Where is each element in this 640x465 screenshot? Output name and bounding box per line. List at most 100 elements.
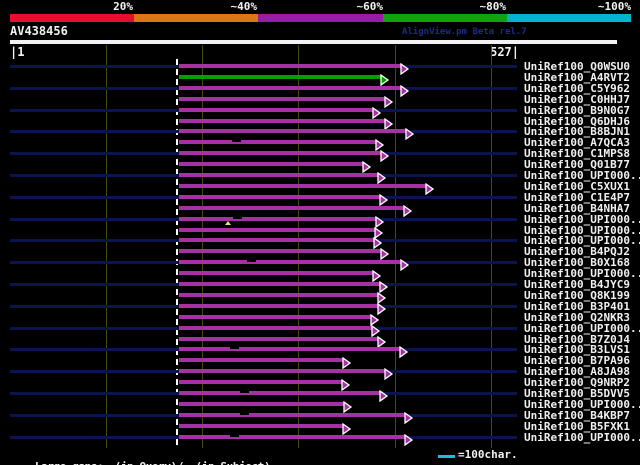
hit-coverage-line[interactable] [179, 217, 377, 221]
hit-arrowhead-icon [384, 93, 394, 109]
hit-label[interactable]: UniRef100_B3P401 [524, 300, 630, 313]
hit-coverage-line[interactable] [179, 162, 364, 166]
hit-coverage-line[interactable] [179, 347, 401, 351]
hit-arrowhead-icon [405, 125, 415, 141]
hit-coverage-line[interactable] [179, 97, 386, 101]
hit-arrowhead-icon [370, 311, 380, 327]
hit-coverage-line[interactable] [179, 369, 386, 373]
hit-label[interactable]: UniRef100_UPI000.. [524, 431, 640, 444]
hit-label[interactable]: UniRef100_UPI000.. [524, 234, 640, 247]
hit-coverage-line[interactable] [179, 249, 382, 253]
hit-coverage-line[interactable] [179, 260, 402, 264]
hit-label[interactable]: UniRef100_C5XUX1 [524, 180, 630, 193]
hit-coverage-line[interactable] [179, 315, 372, 319]
hit-coverage-line[interactable] [179, 271, 374, 275]
hit-coverage-line[interactable] [179, 119, 386, 123]
hit-label[interactable]: UniRef100_UPI000.. [524, 322, 640, 335]
hit-label[interactable]: UniRef100_B0X168 [524, 256, 630, 269]
hit-label[interactable]: UniRef100_UPI000.. [524, 267, 640, 280]
subject-gap-marker [240, 412, 249, 415]
hit-label[interactable]: UniRef100_B5FXK1 [524, 420, 630, 433]
hit-coverage-line[interactable] [179, 184, 427, 188]
hit-coverage-line[interactable] [179, 380, 343, 384]
hit-label[interactable]: UniRef100_B5DVV5 [524, 387, 630, 400]
hit-label[interactable]: UniRef100_Q8K199 [524, 289, 630, 302]
hit-arrowhead-icon [373, 234, 383, 250]
hit-label[interactable]: UniRef100_B8BJN1 [524, 125, 630, 138]
hit-coverage-line[interactable] [179, 173, 379, 177]
hit-label[interactable]: UniRef100_B3LVS1 [524, 343, 630, 356]
hit-arrowhead-icon [375, 136, 385, 152]
hit-label[interactable]: UniRef100_B7Z0J4 [524, 333, 630, 346]
hit-arrowhead-icon [380, 147, 390, 163]
hit-arrowhead-icon [377, 333, 387, 349]
hit-label[interactable]: UniRef100_Q01B77 [524, 158, 630, 171]
hit-arrowhead-icon [400, 256, 410, 272]
hit-arrowhead-icon [372, 104, 382, 120]
residue-tick-100 [106, 45, 107, 448]
hit-coverage-line[interactable] [179, 337, 379, 341]
hit-arrowhead-icon [375, 213, 385, 229]
hit-coverage-line[interactable] [179, 64, 402, 68]
hit-coverage-line[interactable] [179, 402, 345, 406]
identity-scale-label: 20% [113, 0, 133, 13]
hit-arrowhead-icon [377, 300, 387, 316]
hit-coverage-line[interactable] [179, 391, 381, 395]
hit-coverage-line[interactable] [179, 151, 382, 155]
hit-coverage-line[interactable] [179, 304, 379, 308]
hit-coverage-line[interactable] [179, 293, 379, 297]
hit-arrowhead-icon [377, 169, 387, 185]
hit-coverage-line[interactable] [179, 326, 373, 330]
hit-label[interactable]: UniRef100_UPI000.. [524, 213, 640, 226]
gaps-legend-suffix: (in Subject) [189, 460, 271, 465]
hit-label[interactable]: UniRef100_A4RVT2 [524, 71, 630, 84]
subject-gap-marker [232, 139, 241, 142]
hit-arrowhead-icon [341, 376, 351, 392]
query-id: AV438456 [10, 24, 68, 38]
hit-arrowhead-icon [377, 289, 387, 305]
hit-label[interactable]: UniRef100_B7PA96 [524, 354, 630, 367]
hit-arrowhead-icon [362, 158, 372, 174]
hit-coverage-line[interactable] [179, 435, 406, 439]
hit-coverage-line[interactable] [179, 206, 405, 210]
hit-coverage-line[interactable] [179, 108, 374, 112]
query-ruler-bar [10, 40, 617, 44]
gaps-legend: Large gaps: ▲(in Query)/- (in Subject) [10, 449, 271, 465]
hit-label[interactable]: UniRef100_Q0WSU0 [524, 60, 630, 73]
hit-coverage-line[interactable] [179, 413, 406, 417]
hit-arrowhead-icon [379, 278, 389, 294]
hit-arrowhead-icon [342, 354, 352, 370]
hit-label[interactable]: UniRef100_B4PQJ2 [524, 245, 630, 258]
hit-label[interactable]: UniRef100_A7QCA3 [524, 136, 630, 149]
hit-coverage-line[interactable] [179, 129, 407, 133]
hit-label[interactable]: UniRef100_UPI000.. [524, 224, 640, 237]
hit-label[interactable]: UniRef100_B4KBP7 [524, 409, 630, 422]
hit-coverage-line[interactable] [179, 140, 377, 144]
hit-label[interactable]: UniRef100_B4NHA7 [524, 202, 630, 215]
hit-label[interactable]: UniRef100_A8JA98 [524, 365, 630, 378]
hit-coverage-line[interactable] [179, 75, 382, 79]
hit-coverage-line[interactable] [179, 238, 375, 242]
hit-coverage-line[interactable] [179, 86, 402, 90]
hit-label[interactable]: UniRef100_B9N0G7 [524, 104, 630, 117]
hit-label[interactable]: UniRef100_C5Y962 [524, 82, 630, 95]
hit-arrowhead-icon [404, 431, 414, 447]
hit-coverage-line[interactable] [179, 424, 344, 428]
identity-scale-segment [382, 14, 507, 22]
hit-coverage-line[interactable] [179, 195, 381, 199]
hit-coverage-line[interactable] [179, 282, 381, 286]
hit-label[interactable]: UniRef100_Q2NKR3 [524, 311, 630, 324]
hit-label[interactable]: UniRef100_UPI000.. [524, 169, 640, 182]
hit-label[interactable]: UniRef100_C0HHJ7 [524, 93, 630, 106]
hit-coverage-line[interactable] [179, 358, 344, 362]
hit-label[interactable]: UniRef100_C1E4P7 [524, 191, 630, 204]
hit-label[interactable]: UniRef100_Q6DHJ6 [524, 115, 630, 128]
hit-coverage-line[interactable] [179, 228, 376, 232]
hit-label[interactable]: UniRef100_C1MPS8 [524, 147, 630, 160]
query-gap-triangle-icon: ▲ [110, 463, 115, 465]
hit-label[interactable]: UniRef100_Q9NRP2 [524, 376, 630, 389]
subject-gap-marker [247, 259, 256, 262]
hit-label[interactable]: UniRef100_UPI000.. [524, 398, 640, 411]
hit-label[interactable]: UniRef100_B4JYC9 [524, 278, 630, 291]
residue-tick-200 [202, 45, 203, 448]
